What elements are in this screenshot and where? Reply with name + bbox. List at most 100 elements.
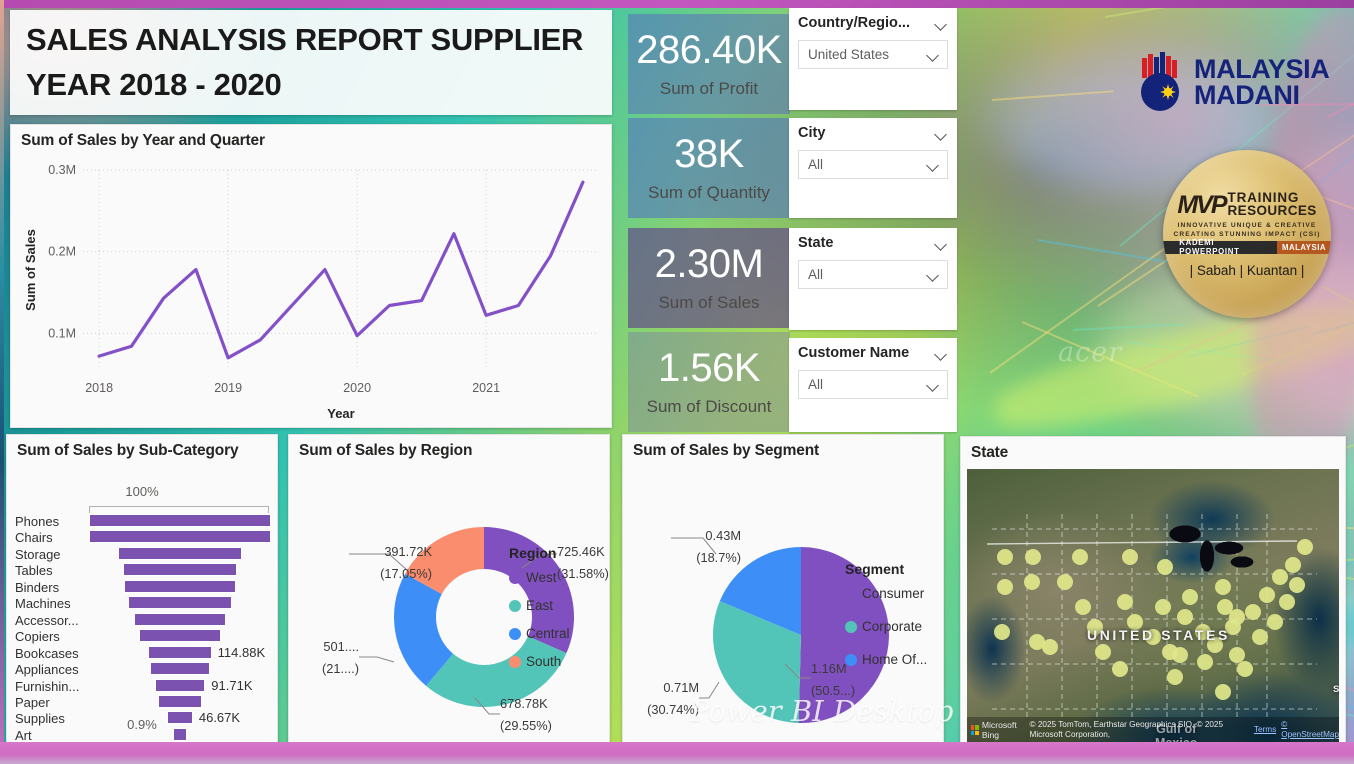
map-state-bubble[interactable] xyxy=(1182,589,1198,605)
map-state-bubble[interactable] xyxy=(1025,549,1041,565)
kpi-card-discount[interactable]: 1.56K Sum of Discount xyxy=(628,332,790,432)
map-state-bubble[interactable] xyxy=(1252,629,1268,645)
funnel-bar[interactable] xyxy=(148,646,211,659)
map-state-bubble[interactable] xyxy=(1289,577,1305,593)
map-state-bubble[interactable] xyxy=(1122,549,1138,565)
microsoft-bing-branding: Microsoft Bing xyxy=(971,720,1025,741)
slicer-dropdown-country[interactable]: United States xyxy=(798,40,948,69)
funnel-top-percent: 100% xyxy=(7,484,277,499)
map-openstreetmap-link[interactable]: © OpenStreetMap xyxy=(1281,720,1339,740)
chevron-down-icon[interactable] xyxy=(927,158,940,171)
map-state-bubble[interactable] xyxy=(1042,639,1058,655)
map-state-bubble[interactable] xyxy=(1259,587,1275,603)
funnel-bar[interactable] xyxy=(158,695,201,708)
chevron-down-icon[interactable] xyxy=(927,48,940,61)
funnel-bar[interactable] xyxy=(150,662,209,675)
microsoft-logo-icon xyxy=(971,725,979,735)
slicer-dropdown-customer[interactable]: All xyxy=(798,370,948,399)
slicer-city[interactable]: City All xyxy=(789,118,957,218)
legend-item[interactable]: South xyxy=(509,654,570,669)
segment-legend[interactable]: Segment Consumer Corporate Home Of... xyxy=(845,561,927,685)
legend-item[interactable]: Home Of... xyxy=(845,652,927,667)
map-state-bubble[interactable] xyxy=(1229,609,1245,625)
state-map-card[interactable]: State UNITED STATES Gulf of Mexico MEXIC… xyxy=(960,436,1346,750)
slicer-state[interactable]: State All xyxy=(789,228,957,330)
legend-item[interactable]: Corporate xyxy=(845,619,927,634)
map-state-bubble[interactable] xyxy=(1297,539,1313,555)
sales-by-segment-chart[interactable]: Sum of Sales by Segment 1.16M (50.5...) 0.… xyxy=(622,434,944,752)
map-state-bubble[interactable] xyxy=(1024,574,1040,590)
funnel-bar[interactable] xyxy=(89,514,271,527)
pie-percent-label: (50.5...) xyxy=(811,683,855,698)
slicer-header-state[interactable]: State xyxy=(798,235,948,251)
legend-item[interactable]: East xyxy=(509,598,570,613)
sales-by-year-quarter-chart[interactable]: Sum of Sales by Year and Quarter 0.1M 0.2… xyxy=(10,124,612,428)
chevron-down-icon[interactable] xyxy=(935,347,948,360)
funnel-bar[interactable] xyxy=(124,580,236,593)
slicer-dropdown-city[interactable]: All xyxy=(798,150,948,179)
legend-item[interactable]: Consumer xyxy=(845,586,927,601)
map-state-bubble[interactable] xyxy=(1245,604,1261,620)
region-legend[interactable]: Region West East Central South xyxy=(509,545,570,682)
funnel-bar[interactable] xyxy=(134,613,226,626)
funnel-bar[interactable] xyxy=(89,530,270,543)
funnel-bar[interactable] xyxy=(118,547,241,560)
map-viewport[interactable]: UNITED STATES Gulf of Mexico MEXICO HAIT… xyxy=(967,469,1339,743)
map-state-bubble[interactable] xyxy=(1157,559,1173,575)
map-terms-link[interactable]: Terms xyxy=(1254,725,1276,735)
sales-by-subcategory-chart[interactable]: Sum of Sales by Sub-Category 100% Phones… xyxy=(6,434,278,752)
map-state-bubble[interactable] xyxy=(1095,644,1111,660)
chevron-down-icon[interactable] xyxy=(935,17,948,30)
slicer-customer-name[interactable]: Customer Name All xyxy=(789,338,957,432)
map-state-bubble[interactable] xyxy=(997,549,1013,565)
map-state-bubble[interactable] xyxy=(1237,661,1253,677)
map-state-bubble[interactable] xyxy=(1197,654,1213,670)
map-state-bubble[interactable] xyxy=(997,579,1013,595)
map-state-bubble[interactable] xyxy=(1117,594,1133,610)
legend-item[interactable]: West xyxy=(509,570,570,585)
chevron-down-icon[interactable] xyxy=(935,127,948,140)
funnel-bar[interactable] xyxy=(123,563,237,576)
slicer-header-country[interactable]: Country/Regio... xyxy=(798,15,948,31)
map-state-bubble[interactable] xyxy=(1167,669,1183,685)
slicer-dropdown-state[interactable]: All xyxy=(798,260,948,289)
map-label-san: San xyxy=(1333,684,1339,695)
map-state-bubble[interactable] xyxy=(994,624,1010,640)
legend-color-swatch xyxy=(845,654,857,666)
funnel-plot-area[interactable]: 100% Phones Chairs Storage Tables Binders Mac… xyxy=(7,462,277,736)
funnel-bar[interactable] xyxy=(155,679,206,692)
kpi-card-profit[interactable]: 286.40K Sum of Profit xyxy=(628,14,790,114)
sales-by-region-chart[interactable]: Sum of Sales by Region 725.46K (31.58%) 67… xyxy=(288,434,610,752)
map-state-bubble[interactable] xyxy=(1177,609,1193,625)
legend-color-swatch xyxy=(509,656,521,668)
map-state-bubble[interactable] xyxy=(1215,684,1231,700)
map-state-bubble[interactable] xyxy=(1267,614,1283,630)
chevron-down-icon[interactable] xyxy=(935,237,948,250)
donut-value-label: 501.... xyxy=(323,639,359,654)
map-state-bubble[interactable] xyxy=(1112,661,1128,677)
funnel-category-label: Phones xyxy=(15,514,79,530)
chevron-down-icon[interactable] xyxy=(927,378,940,391)
slicer-header-customer[interactable]: Customer Name xyxy=(798,345,948,361)
map-state-bubble[interactable] xyxy=(1215,579,1231,595)
map-state-bubble[interactable] xyxy=(1057,574,1073,590)
map-state-bubble[interactable] xyxy=(1279,594,1295,610)
kpi-card-sales[interactable]: 2.30M Sum of Sales xyxy=(628,228,790,328)
map-state-bubble[interactable] xyxy=(1155,599,1171,615)
funnel-bar[interactable] xyxy=(139,629,221,642)
funnel-bar[interactable] xyxy=(128,596,232,609)
legend-color-swatch xyxy=(509,628,521,640)
donut-value-label: 391.72K xyxy=(384,544,432,559)
malaysia-madani-logo: MALAYSIA MADANI xyxy=(1133,52,1329,112)
chevron-down-icon[interactable] xyxy=(927,268,940,281)
kpi-card-quantity[interactable]: 38K Sum of Quantity xyxy=(628,118,790,218)
map-state-bubble[interactable] xyxy=(1075,599,1091,615)
slicer-country-region[interactable]: Country/Regio... United States xyxy=(789,8,957,110)
map-state-bubble[interactable] xyxy=(1285,557,1301,573)
slicer-header-city[interactable]: City xyxy=(798,125,948,141)
map-state-bubble[interactable] xyxy=(1172,647,1188,663)
map-state-bubble[interactable] xyxy=(1272,569,1288,585)
map-state-bubble[interactable] xyxy=(1072,549,1088,565)
line-chart-plot[interactable]: 0.1M 0.2M 0.3M 2018 2019 2020 2021 Year Sum of S… xyxy=(11,152,611,427)
legend-item[interactable]: Central xyxy=(509,626,570,641)
